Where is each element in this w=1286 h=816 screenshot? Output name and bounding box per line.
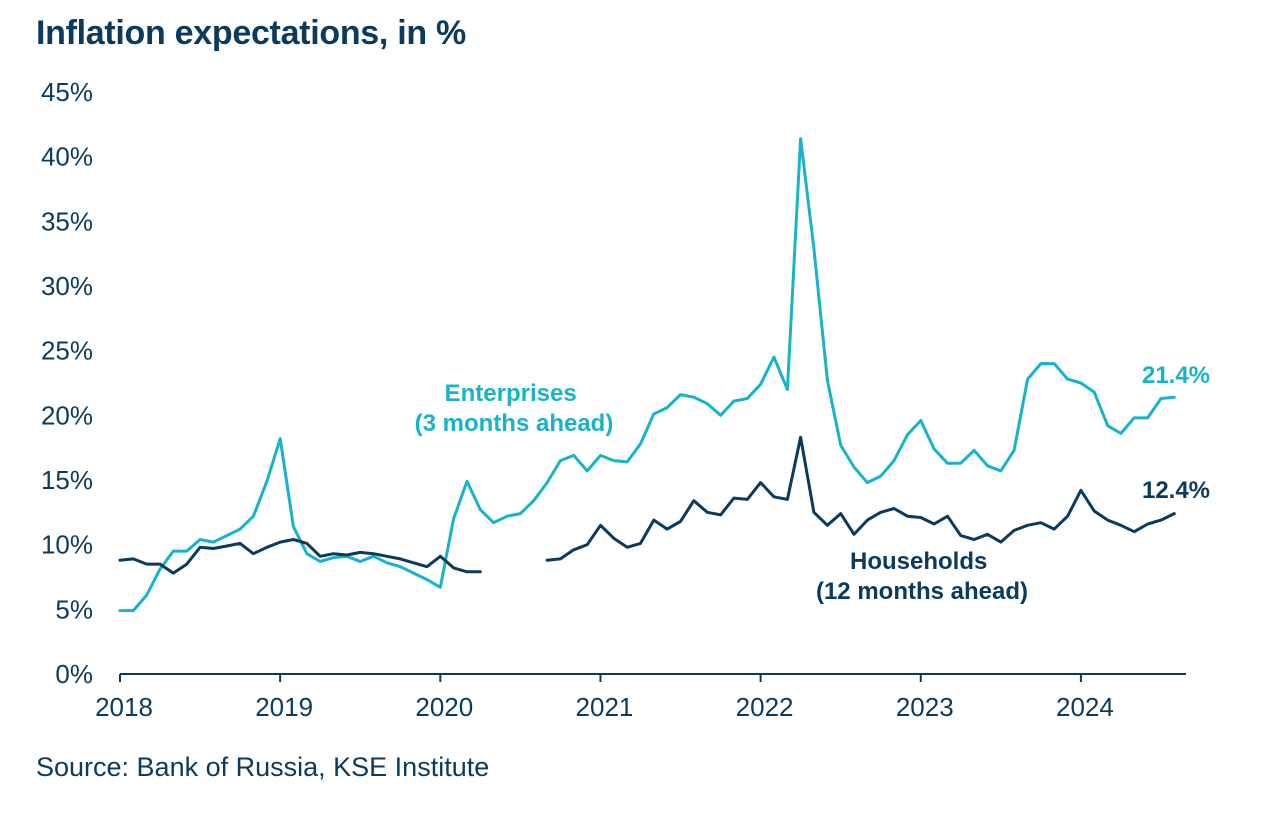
y-tick-label: 35% [41,206,93,236]
x-tick-label: 2020 [415,692,473,722]
y-tick-label: 15% [41,465,93,495]
y-tick-label: 45% [41,77,93,107]
source-note: Source: Bank of Russia, KSE Institute [36,752,490,782]
enterprises-label-line-2: (3 months ahead) [415,410,614,437]
households-line [545,435,1176,562]
y-tick-label: 0% [55,659,93,689]
x-tick-label: 2021 [576,692,634,722]
enterprises-end-value-label: 21.4% [1142,362,1210,389]
households-end-value-label: 12.4% [1142,477,1210,504]
y-tick-label: 30% [41,271,93,301]
households-line [118,538,482,575]
chart-title: Inflation expectations, in % [36,14,466,52]
y-tick-label: 20% [41,400,93,430]
y-tick-label: 10% [41,530,93,560]
x-tick-label: 2022 [736,692,794,722]
enterprises-label-line-1: Enterprises [445,380,577,407]
x-tick-label: 2023 [896,692,954,722]
x-tick-label: 2018 [95,692,153,722]
x-axis-tick-labels: 2018 2019 2020 2021 2022 2023 2024 [95,692,1114,722]
enterprises-line [118,137,1176,613]
y-tick-label: 25% [41,336,93,366]
households-label-line-2: (12 months ahead) [816,578,1028,605]
x-axis-ticks [119,674,1082,682]
y-tick-label: 5% [55,594,93,624]
y-axis-tick-labels: 0% 5% 10% 15% 20% 25% 30% 35% 40% 45% [41,77,93,689]
x-tick-label: 2019 [255,692,313,722]
x-tick-label: 2024 [1056,692,1114,722]
series-lines [118,137,1176,613]
enterprises-series-label: Enterprises (3 months ahead) [415,380,614,437]
y-tick-label: 40% [41,142,93,172]
households-label-line-1: Households [850,548,987,575]
households-series-label: Households (12 months ahead) [816,548,1028,605]
series-annotations: Enterprises (3 months ahead) Households … [415,362,1210,605]
